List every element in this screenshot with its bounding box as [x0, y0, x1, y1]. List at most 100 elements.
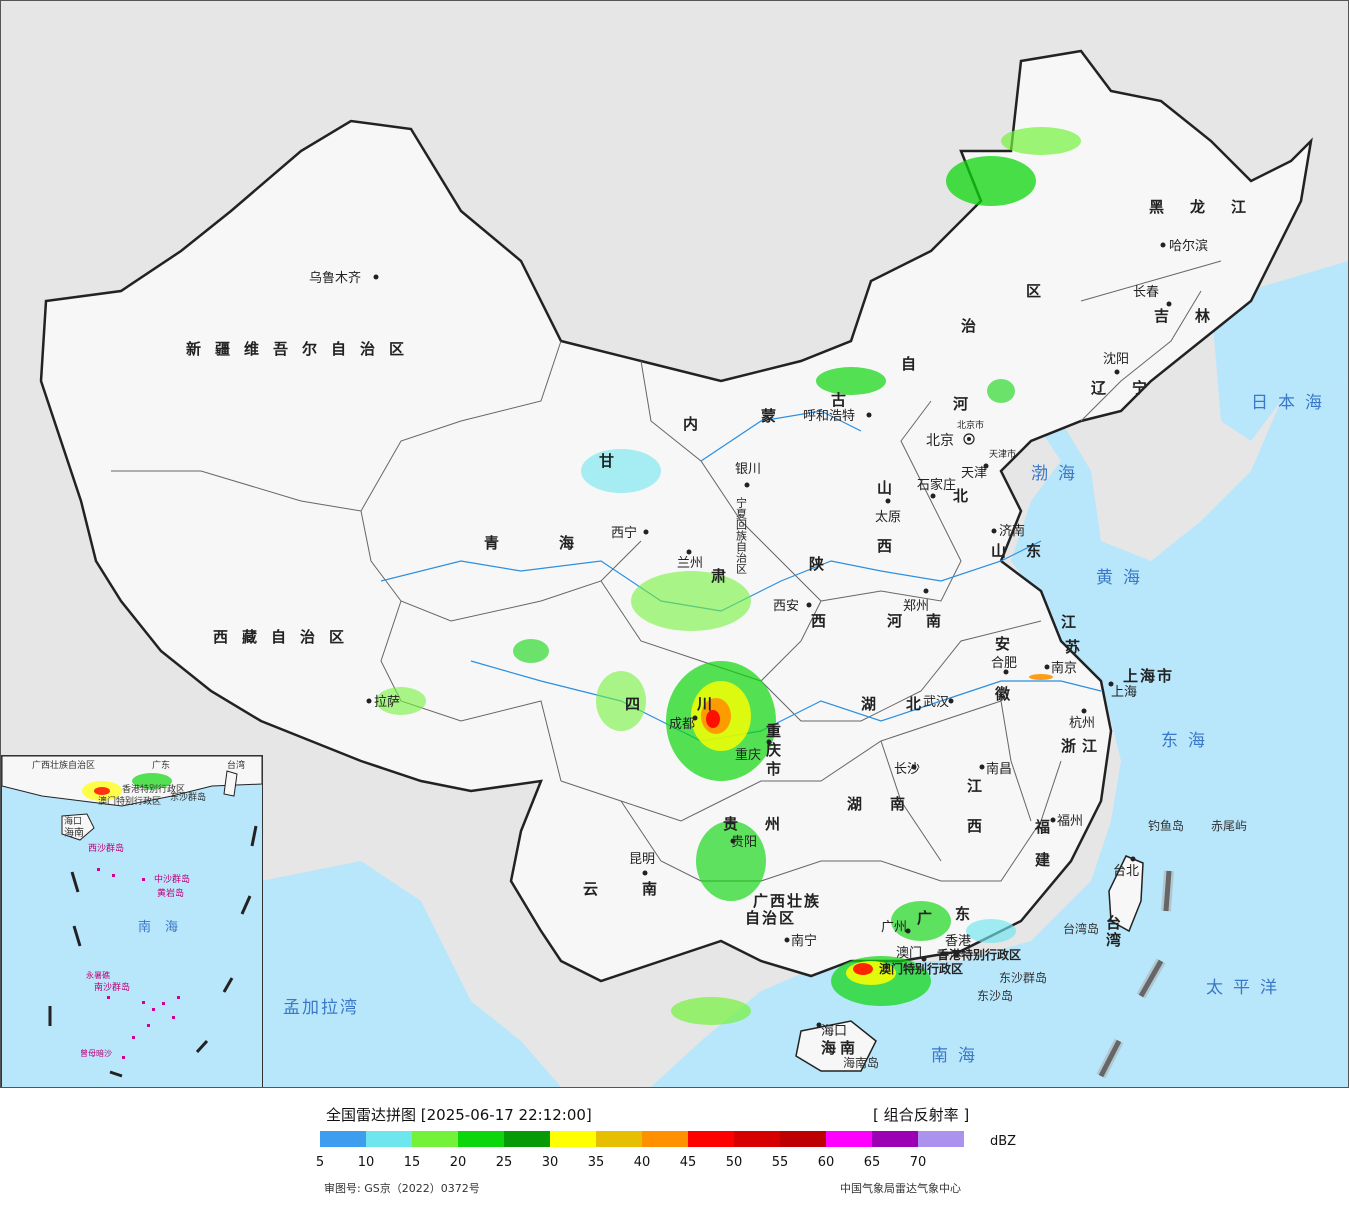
- color-scale-tick: 10: [357, 1155, 375, 1170]
- province-aomen: 澳门特别行政区: [879, 961, 963, 976]
- color-scale-tick: 25: [495, 1155, 513, 1170]
- province-hainan: 海南: [821, 1039, 859, 1057]
- island-dongsha-islands: 东沙群岛: [999, 970, 1047, 985]
- color-scale-tick: 30: [541, 1155, 559, 1170]
- color-scale-tick: 20: [449, 1155, 467, 1170]
- inset-label-zhongsha: 中沙群岛: [154, 873, 190, 885]
- legend-unit: dBZ: [990, 1134, 1017, 1149]
- radar-echoes: [376, 127, 1081, 1025]
- province-zhejiang: 浙江: [1061, 737, 1103, 755]
- city-guiyang: 贵阳: [731, 835, 757, 850]
- province-nmg-meng: 蒙: [761, 407, 790, 425]
- bay-of-bengal: [261, 861, 561, 1087]
- city-zhengzhou: 郑州: [903, 599, 929, 614]
- province-xinjiang: 新疆维吾尔自治区: [186, 340, 418, 358]
- province-fujian-fu: 福: [1034, 818, 1064, 836]
- inset-label-zengmu: 曾母暗沙: [80, 1048, 112, 1058]
- city-taipei: 台北: [1113, 864, 1139, 879]
- province-xianggang: 香港特别行政区: [936, 947, 1021, 962]
- city-hangzhou: 杭州: [1069, 716, 1095, 731]
- south-china-sea-inset: 广西壮族自治区 广东 香港特别行政区 澳门特别行政区 台湾 东沙群岛 海口 海南…: [1, 755, 263, 1087]
- color-swatch: [596, 1131, 642, 1147]
- island-dongsha: 东沙岛: [977, 988, 1013, 1003]
- island-hainan: 海南岛: [843, 1055, 879, 1070]
- province-chongqing: 重庆市: [764, 722, 782, 780]
- inset-label-xianggang: 香港特别行政区: [122, 783, 185, 795]
- province-hunan: 湖南: [847, 795, 933, 813]
- province-jilin: 吉林: [1154, 307, 1236, 325]
- province-jiangxi-xi: 西: [967, 817, 996, 835]
- inset-label-guangdong: 广东: [152, 759, 170, 771]
- rivers: [380, 410, 1102, 742]
- color-swatch: [734, 1131, 780, 1147]
- city-urumqi: 乌鲁木齐: [309, 270, 361, 286]
- sea-label-east: 东海: [1161, 731, 1215, 751]
- map-approval-number: 审图号: GS京（2022）0372号: [324, 1182, 480, 1195]
- city-changsha: 长沙: [894, 762, 920, 777]
- inset-label-nansha: 南沙群岛: [94, 981, 130, 993]
- city-hohhot: 呼和浩特: [803, 409, 855, 424]
- province-jiangxi-jiang: 江: [967, 777, 996, 795]
- province-guangxi: 广西壮族: [753, 892, 821, 910]
- china-territory: [39, 49, 1313, 983]
- color-scale-tick: 65: [863, 1155, 881, 1170]
- city-haikou: 海口: [821, 1024, 847, 1039]
- province-sichuan-chuan: 川: [696, 695, 726, 713]
- province-ningxia: 宁夏回族自治区: [735, 496, 748, 574]
- city-kunming: 昆明: [629, 852, 655, 867]
- inset-label-south-sea: 南海: [138, 919, 192, 935]
- city-fuzhou: 福州: [1057, 814, 1083, 829]
- province-nmg-zi: 自: [901, 355, 930, 373]
- sea-label-bengal: 孟加拉湾: [283, 998, 359, 1018]
- city-changchun: 长春: [1133, 285, 1159, 300]
- city-hongkong: 香港: [945, 934, 971, 949]
- island-chiwei: 赤尾屿: [1211, 819, 1247, 833]
- inset-label-dongsha: 东沙群岛: [170, 791, 206, 803]
- province-shaanxi-xi: 西: [811, 612, 840, 630]
- province-qinghai: 青海: [484, 534, 634, 552]
- city-nanjing: 南京: [1051, 660, 1077, 676]
- city-beijing: 北京: [926, 433, 954, 449]
- color-swatch: [688, 1131, 734, 1147]
- color-swatch: [412, 1131, 458, 1147]
- taiwan-territory: [1108, 855, 1144, 933]
- color-scale-tick: 45: [679, 1155, 697, 1170]
- province-shanxi-xi: 西: [877, 537, 906, 555]
- city-shijiazhuang: 石家庄: [917, 477, 956, 493]
- province-guangdong-guang: 广: [917, 909, 946, 927]
- map-canvas: 日本海 渤海 黄海 东海 太平洋 南海 孟加拉湾 新疆维吾尔自治区 西藏自治区 …: [39, 49, 1348, 1087]
- province-jiangsu-su: 苏: [1065, 638, 1094, 656]
- color-swatch: [366, 1131, 412, 1147]
- sea-label-south: 南海: [931, 1046, 985, 1066]
- radar-map: 日本海 渤海 黄海 东海 太平洋 南海 孟加拉湾 新疆维吾尔自治区 西藏自治区 …: [0, 0, 1349, 1088]
- city-chengdu: 成都: [669, 717, 695, 732]
- color-swatch: [642, 1131, 688, 1147]
- province-hebei-he: 河: [953, 395, 982, 413]
- province-nmg-zhi: 治: [961, 317, 990, 335]
- ocean: [651, 381, 1348, 1087]
- province-anhui-hui: 徽: [994, 685, 1024, 703]
- color-swatch: [504, 1131, 550, 1147]
- inset-label-xisha: 西沙群岛: [88, 842, 124, 854]
- color-swatch: [458, 1131, 504, 1147]
- city-lhasa: 拉萨: [374, 695, 400, 710]
- province-guizhou-zhou: 州: [764, 815, 794, 833]
- color-scale-tick: 5: [315, 1155, 325, 1170]
- city-markers: 乌鲁木齐 拉萨 西宁 兰州 银川 呼和浩特 北京 北京市 天津 天津市 石家庄 …: [309, 238, 1208, 1039]
- province-jiangsu-jiang: 江: [1061, 613, 1090, 631]
- city-guangzhou: 广州: [881, 920, 907, 935]
- city-hefei: 合肥: [991, 656, 1017, 671]
- island-diaoyu: 钓鱼岛: [1148, 818, 1184, 833]
- city-lanzhou: 兰州: [677, 556, 703, 571]
- inset-label-huangyan: 黄岩岛: [157, 887, 184, 899]
- color-scale-tick: 35: [587, 1155, 605, 1170]
- color-swatch: [826, 1131, 872, 1147]
- inset-label-yongshu: 永暑礁: [86, 970, 110, 980]
- province-guangxi-2: 自治区: [745, 909, 796, 927]
- province-guangdong-dong: 东: [955, 905, 984, 923]
- color-swatch: [872, 1131, 918, 1147]
- province-hebei-bei: 北: [953, 487, 982, 505]
- color-swatch: [780, 1131, 826, 1147]
- credit-text: 中国气象局雷达气象中心: [840, 1182, 961, 1195]
- province-guizhou-gui: 贵: [723, 815, 752, 833]
